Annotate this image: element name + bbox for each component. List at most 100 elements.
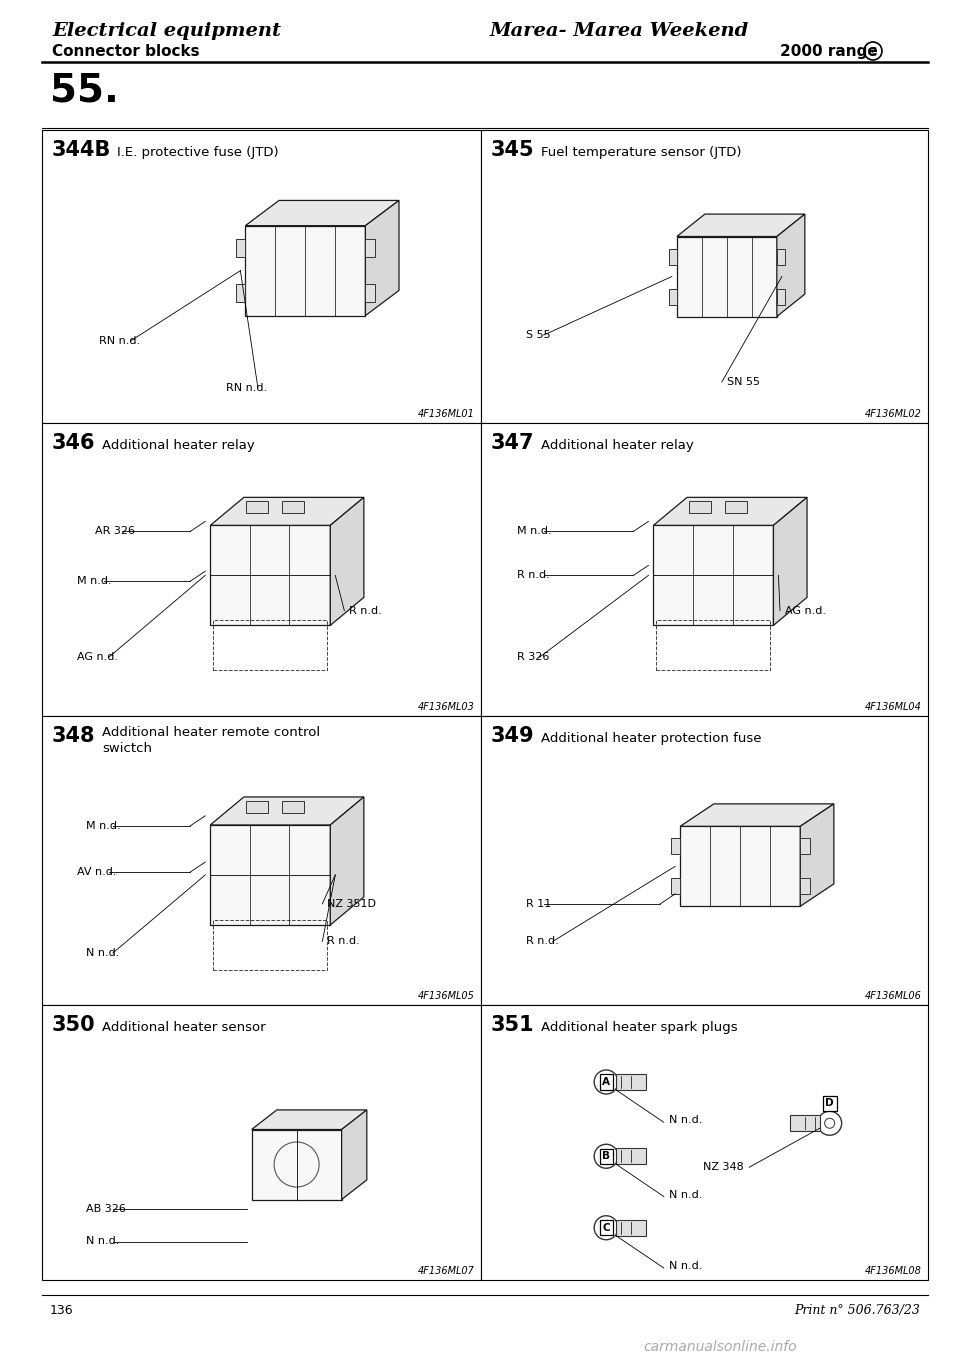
Bar xyxy=(657,621,771,670)
Text: N n.d.: N n.d. xyxy=(669,1189,702,1200)
Text: AV n.d.: AV n.d. xyxy=(77,867,116,877)
Bar xyxy=(669,288,677,304)
Text: C: C xyxy=(870,46,876,55)
Polygon shape xyxy=(330,797,364,925)
Text: I.E. protective fuse (JTD): I.E. protective fuse (JTD) xyxy=(117,146,278,160)
Bar xyxy=(777,288,785,304)
Text: 55.: 55. xyxy=(50,72,119,110)
Bar xyxy=(777,249,785,264)
Bar xyxy=(671,839,681,854)
Text: 4F136ML08: 4F136ML08 xyxy=(865,1266,922,1276)
Bar xyxy=(654,525,774,625)
Bar xyxy=(677,237,777,317)
Bar xyxy=(282,801,304,813)
Text: M n.d.: M n.d. xyxy=(85,821,121,831)
Bar xyxy=(213,920,327,970)
Text: 4F136ML07: 4F136ML07 xyxy=(419,1266,475,1276)
Polygon shape xyxy=(774,498,807,625)
Bar xyxy=(246,226,366,315)
Text: 4F136ML06: 4F136ML06 xyxy=(865,990,922,1001)
Text: NZ 348: NZ 348 xyxy=(704,1162,744,1172)
Bar xyxy=(801,878,810,894)
Polygon shape xyxy=(210,498,364,525)
Bar xyxy=(481,423,928,716)
Text: Additional heater spark plugs: Additional heater spark plugs xyxy=(541,1022,737,1034)
Text: 4F136ML05: 4F136ML05 xyxy=(419,990,475,1001)
Bar xyxy=(801,839,810,854)
Bar xyxy=(366,239,375,257)
Text: Additional heater relay: Additional heater relay xyxy=(102,438,254,452)
Polygon shape xyxy=(677,214,804,237)
Text: N n.d.: N n.d. xyxy=(669,1261,702,1270)
Bar xyxy=(616,1074,646,1091)
Bar xyxy=(213,621,327,670)
Bar xyxy=(616,1149,646,1164)
Text: 2000 range: 2000 range xyxy=(780,45,877,60)
Polygon shape xyxy=(210,797,364,825)
Bar xyxy=(481,716,928,1005)
Text: NZ 351D: NZ 351D xyxy=(327,898,376,909)
Text: A: A xyxy=(602,1077,611,1086)
Text: 4F136ML04: 4F136ML04 xyxy=(865,702,922,712)
Text: N n.d.: N n.d. xyxy=(85,1237,119,1246)
Text: R n.d.: R n.d. xyxy=(526,936,559,946)
Bar xyxy=(247,502,268,513)
Text: 136: 136 xyxy=(50,1304,74,1316)
Polygon shape xyxy=(654,498,807,525)
Bar xyxy=(210,525,330,625)
Text: 350: 350 xyxy=(52,1015,96,1035)
Bar xyxy=(236,284,246,302)
Text: R n.d.: R n.d. xyxy=(327,936,360,946)
Text: carmanualsonline.info: carmanualsonline.info xyxy=(643,1339,797,1353)
Polygon shape xyxy=(252,1109,367,1130)
Bar xyxy=(689,502,711,513)
Text: SN 55: SN 55 xyxy=(727,377,760,387)
Bar xyxy=(210,825,330,925)
Polygon shape xyxy=(777,214,804,317)
Text: N n.d.: N n.d. xyxy=(85,948,119,958)
Bar xyxy=(247,801,268,813)
Bar xyxy=(282,502,304,513)
Polygon shape xyxy=(330,498,364,625)
Text: 4F136ML03: 4F136ML03 xyxy=(419,702,475,712)
Text: 4F136ML02: 4F136ML02 xyxy=(865,409,922,419)
Text: 347: 347 xyxy=(491,433,535,453)
Text: 346: 346 xyxy=(52,433,95,453)
Bar xyxy=(42,423,481,716)
Text: Additional heater remote control: Additional heater remote control xyxy=(102,727,320,739)
Text: Connector blocks: Connector blocks xyxy=(52,45,200,60)
Text: Print n° 506.763/23: Print n° 506.763/23 xyxy=(794,1304,920,1316)
Text: 348: 348 xyxy=(52,727,95,746)
Polygon shape xyxy=(801,804,834,907)
Text: Additional heater protection fuse: Additional heater protection fuse xyxy=(541,732,761,746)
Text: Electrical equipment: Electrical equipment xyxy=(52,22,281,41)
Bar xyxy=(681,827,801,907)
Polygon shape xyxy=(366,200,399,315)
Text: 344B: 344B xyxy=(52,139,111,160)
Text: Additional heater sensor: Additional heater sensor xyxy=(102,1022,266,1034)
Text: RN n.d.: RN n.d. xyxy=(99,336,140,346)
Text: R 326: R 326 xyxy=(516,652,549,663)
Text: AR 326: AR 326 xyxy=(95,526,134,536)
Text: AG n.d.: AG n.d. xyxy=(77,652,118,663)
Text: B: B xyxy=(602,1151,611,1161)
Text: S 55: S 55 xyxy=(526,330,550,340)
Text: Additional heater relay: Additional heater relay xyxy=(541,438,694,452)
Bar xyxy=(481,130,928,423)
Text: Fuel temperature sensor (JTD): Fuel temperature sensor (JTD) xyxy=(541,146,741,160)
Text: 345: 345 xyxy=(491,139,535,160)
Text: AB 326: AB 326 xyxy=(85,1204,126,1214)
Bar xyxy=(790,1115,820,1131)
Text: C: C xyxy=(602,1223,610,1233)
Bar xyxy=(252,1130,342,1200)
Bar xyxy=(669,249,677,264)
Text: M n.d.: M n.d. xyxy=(516,526,551,536)
Bar xyxy=(42,130,481,423)
Bar xyxy=(42,1005,481,1280)
Bar xyxy=(671,878,681,894)
Text: M n.d.: M n.d. xyxy=(77,576,111,586)
Polygon shape xyxy=(681,804,834,827)
Bar xyxy=(42,716,481,1005)
Text: RN n.d.: RN n.d. xyxy=(227,383,268,392)
Polygon shape xyxy=(246,200,399,226)
